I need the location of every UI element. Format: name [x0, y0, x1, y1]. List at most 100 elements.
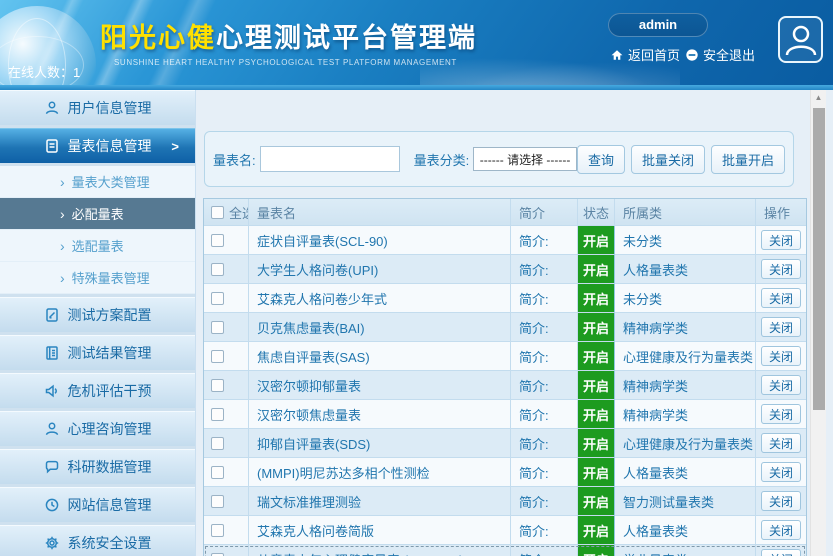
- scale-category: 精神病学类: [615, 400, 756, 429]
- intro-link[interactable]: 简介:: [519, 465, 549, 481]
- row-checkbox[interactable]: [211, 349, 224, 363]
- intro-link[interactable]: 简介:: [519, 320, 549, 336]
- row-checkbox[interactable]: [211, 552, 224, 556]
- row-checkbox[interactable]: [211, 465, 224, 479]
- row-checkbox[interactable]: [211, 291, 224, 305]
- doc-edit-icon: [44, 307, 60, 323]
- sidebar-item-user-info[interactable]: 用户信息管理: [0, 90, 195, 125]
- sidebar-item-crisis[interactable]: 危机评估干预: [0, 373, 195, 408]
- close-button[interactable]: 关闭: [760, 433, 801, 453]
- close-button[interactable]: 关闭: [760, 288, 801, 308]
- sidebar-item-test-plan[interactable]: 测试方案配置: [0, 297, 195, 332]
- scale-name: 大学生人格问卷(UPI): [249, 255, 511, 284]
- sidebar-item-label: 测试方案配置: [67, 307, 152, 323]
- sidebar-item-test-results[interactable]: 测试结果管理: [0, 335, 195, 370]
- scale-category: 未分类: [615, 284, 756, 313]
- scrollbar-thumb[interactable]: [813, 108, 825, 410]
- sidebar-subitem-scale-category[interactable]: › 量表大类管理: [0, 166, 195, 198]
- row-checkbox[interactable]: [211, 262, 224, 276]
- col-header-category: 所属类: [615, 199, 756, 226]
- status-badge: 开启: [578, 400, 615, 429]
- sidebar-subitem-label: 必配量表: [71, 207, 124, 222]
- scale-name-label: 量表名:: [213, 152, 256, 168]
- col-header-action: 操作: [756, 199, 806, 226]
- sidebar-subitem-label: 选配量表: [71, 239, 124, 254]
- status-badge: 开启: [578, 255, 615, 284]
- sidebar-item-research-data[interactable]: 科研数据管理: [0, 449, 195, 484]
- row-checkbox[interactable]: [211, 378, 224, 392]
- select-all-checkbox[interactable]: [211, 205, 224, 219]
- scale-category: 心理健康及行为量表类: [615, 342, 756, 371]
- intro-link[interactable]: 简介:: [519, 378, 549, 394]
- row-checkbox[interactable]: [211, 523, 224, 537]
- gear-icon: [44, 535, 60, 551]
- table-body: 症状自评量表(SCL-90) 简介: 开启 未分类 关闭 大学生人格问卷(UPI) 简介: 开…: [204, 226, 806, 556]
- scale-category: 智力测试量表类: [615, 487, 756, 516]
- sidebar-subitem-special-scales[interactable]: › 特殊量表管理: [0, 262, 195, 294]
- sidebar-item-scale-info[interactable]: 量表信息管理 >: [0, 128, 195, 163]
- status-badge: 开启: [578, 226, 615, 255]
- scale-category-select[interactable]: ------ 请选择 ------: [473, 147, 577, 171]
- close-button[interactable]: 关闭: [760, 491, 801, 511]
- chat-icon: [44, 459, 60, 475]
- table-row: 汉密尔顿抑郁量表 简介: 开启 精神病学类 关闭: [204, 371, 806, 400]
- sidebar-item-label: 网站信息管理: [67, 497, 152, 513]
- col-header-name: 量表名: [249, 199, 511, 226]
- scale-name: 儿童青少年心理健康量表 (MHS-CA): [249, 545, 511, 556]
- intro-link[interactable]: 简介:: [519, 349, 549, 365]
- filter-panel: 量表名: 量表分类: ------ 请选择 ------ 查询 批量关闭 批量开…: [204, 131, 794, 187]
- page-title: 心理测试平台管理端: [216, 23, 477, 53]
- close-button[interactable]: 关闭: [760, 259, 801, 279]
- vertical-scrollbar[interactable]: ▲: [810, 90, 826, 556]
- close-button[interactable]: 关闭: [760, 346, 801, 366]
- sidebar-item-counseling[interactable]: 心理咨询管理: [0, 411, 195, 446]
- submenu-arrow-icon: ›: [60, 173, 65, 190]
- intro-link[interactable]: 简介:: [519, 233, 549, 249]
- home-link[interactable]: 返回首页: [610, 45, 680, 64]
- sidebar-subitem-required-scales[interactable]: › 必配量表: [0, 198, 195, 230]
- scale-name-input[interactable]: [259, 146, 400, 172]
- close-button[interactable]: 关闭: [760, 549, 801, 556]
- status-badge: 开启: [578, 313, 615, 342]
- home-icon: [610, 48, 624, 62]
- close-button[interactable]: 关闭: [760, 404, 801, 424]
- username-badge: admin: [608, 13, 708, 37]
- row-checkbox[interactable]: [211, 320, 224, 334]
- table-row: 艾森克人格问卷少年式 简介: 开启 未分类 关闭: [204, 284, 806, 313]
- search-button[interactable]: 查询: [576, 144, 625, 174]
- close-button[interactable]: 关闭: [760, 230, 801, 250]
- close-button[interactable]: 关闭: [760, 462, 801, 482]
- close-button[interactable]: 关闭: [760, 375, 801, 395]
- intro-link[interactable]: 简介:: [519, 407, 549, 423]
- intro-link[interactable]: 简介:: [519, 436, 549, 452]
- chevron-right-icon: >: [171, 138, 179, 154]
- intro-link[interactable]: 简介:: [519, 494, 549, 510]
- sidebar-subitem-optional-scales[interactable]: › 选配量表: [0, 230, 195, 262]
- user-icon: [44, 100, 60, 116]
- submenu-arrow-icon: ›: [60, 205, 65, 222]
- close-button[interactable]: 关闭: [760, 317, 801, 337]
- row-checkbox[interactable]: [211, 494, 224, 508]
- intro-link[interactable]: 简介:: [519, 523, 549, 539]
- sidebar: 用户信息管理 量表信息管理 > › 量表大类管理 › 必配量表 › 选配量表 › 特殊量表管理 测试方…: [0, 90, 195, 556]
- status-badge: 开启: [578, 429, 615, 458]
- batch-open-button[interactable]: 批量开启: [710, 144, 785, 174]
- batch-close-button[interactable]: 批量关闭: [630, 144, 705, 174]
- close-button[interactable]: 关闭: [760, 520, 801, 540]
- row-checkbox[interactable]: [211, 436, 224, 450]
- scale-category: 人格量表类: [615, 458, 756, 487]
- intro-link[interactable]: 简介:: [519, 262, 549, 278]
- intro-link[interactable]: 简介:: [519, 291, 549, 307]
- logout-link[interactable]: 安全退出: [685, 45, 755, 64]
- avatar[interactable]: [778, 16, 823, 63]
- scale-name: 抑郁自评量表(SDS): [249, 429, 511, 458]
- row-checkbox[interactable]: [211, 407, 224, 421]
- row-checkbox[interactable]: [211, 233, 224, 247]
- intro-link[interactable]: 简介:: [519, 550, 549, 556]
- sidebar-item-label: 心理咨询管理: [67, 421, 152, 437]
- sidebar-item-security[interactable]: 系统安全设置: [0, 525, 195, 556]
- scroll-up-icon[interactable]: ▲: [814, 93, 823, 102]
- submenu-arrow-icon: ›: [60, 269, 65, 286]
- sidebar-item-site-info[interactable]: 网站信息管理: [0, 487, 195, 522]
